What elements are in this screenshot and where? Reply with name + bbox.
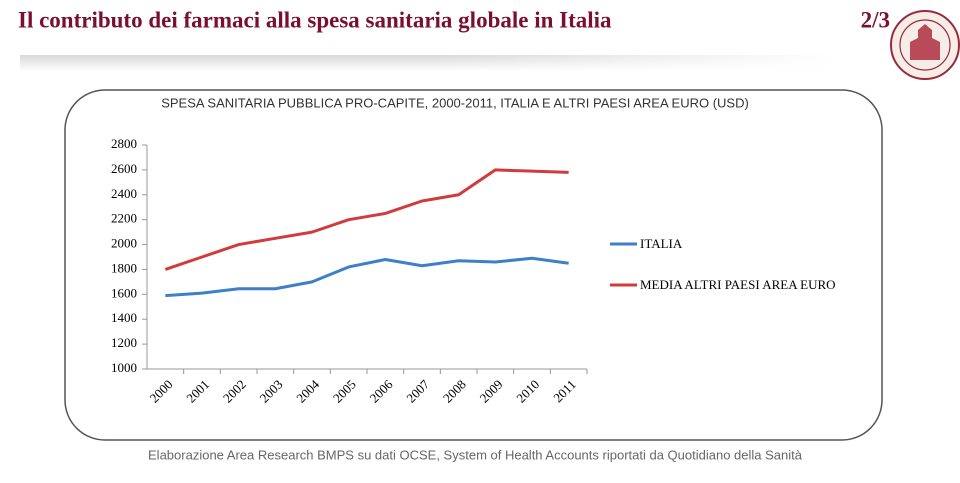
y-tick-label: 2400	[111, 186, 137, 201]
legend-label: ITALIA	[640, 236, 683, 251]
y-tick-label: 1200	[111, 335, 137, 350]
chart-frame	[64, 89, 883, 441]
y-tick-label: 1400	[111, 310, 137, 325]
series-line	[164, 168, 569, 271]
y-tick-label: 2800	[111, 136, 137, 151]
legend-label: MEDIA ALTRI PAESI AREA EURO	[640, 277, 836, 292]
page-number: 2/3	[861, 7, 890, 32]
logo	[890, 10, 960, 80]
chart-title: SPESA SANITARIA PUBBLICA PRO-CAPITE, 200…	[161, 95, 749, 110]
y-tick-label: 1800	[111, 260, 137, 275]
y-tick-label: 1000	[111, 360, 137, 375]
y-tick-label: 2000	[111, 236, 137, 251]
y-tick-label: 1600	[111, 285, 137, 300]
source-note: Elaborazione Area Research BMPS su dati …	[148, 447, 803, 462]
slide-title: Il contributo dei farmaci alla spesa san…	[18, 7, 612, 32]
series-line	[165, 256, 569, 298]
y-tick-label: 2600	[111, 161, 137, 176]
header-band-fade	[20, 55, 840, 71]
y-tick-label: 2200	[111, 211, 137, 226]
